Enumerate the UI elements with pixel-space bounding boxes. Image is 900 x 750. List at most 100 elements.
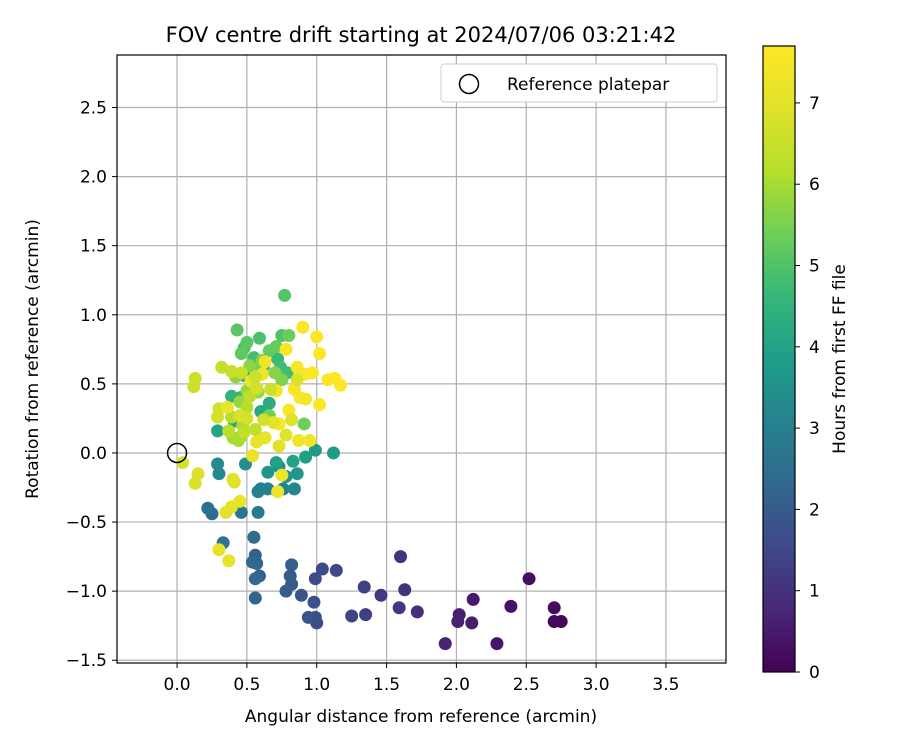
data-point: [222, 424, 236, 438]
data-point: [248, 370, 262, 384]
data-point: [294, 588, 308, 602]
data-point: [438, 637, 452, 651]
data-point: [451, 615, 465, 629]
data-point: [299, 450, 313, 464]
reference-platepar-marker: [166, 442, 188, 464]
data-point: [268, 366, 282, 380]
data-point: [233, 494, 247, 508]
data-point: [222, 554, 236, 568]
data-point: [522, 572, 536, 586]
data-point: [279, 584, 293, 598]
data-point: [212, 467, 226, 481]
data-point: [329, 563, 343, 577]
data-point: [307, 595, 321, 609]
data-point: [465, 616, 479, 630]
colorbar-ticks: 0 1 2 3 4 5 6 7: [795, 94, 820, 683]
data-point: [245, 555, 259, 569]
y-tick-label: 0.5: [80, 375, 107, 395]
data-point: [271, 485, 285, 499]
colorbar-tick-label: 1: [809, 582, 820, 602]
x-axis-label: Angular distance from reference (arcmin): [245, 707, 597, 727]
data-point: [303, 434, 317, 448]
colorbar-tick-label: 2: [809, 500, 820, 520]
x-axis-ticks: 0.0 0.5 1.0 1.5 2.0 2.5 3.0 3.5: [164, 663, 679, 695]
x-tick-label: 1.5: [373, 675, 400, 695]
data-points: [176, 288, 568, 651]
y-tick-label: −1.5: [66, 651, 107, 671]
data-point: [220, 400, 234, 414]
data-point: [211, 410, 225, 424]
colorbar-tick-label: 7: [809, 94, 820, 114]
y-tick-label: 0.0: [80, 444, 107, 464]
data-point: [313, 346, 327, 360]
x-tick-label: 1.0: [303, 675, 330, 695]
data-point: [275, 468, 289, 482]
plot-frame: [116, 54, 727, 664]
chart-title: FOV centre drift starting at 2024/07/06 …: [166, 23, 677, 47]
data-point: [211, 457, 225, 471]
data-point: [187, 380, 201, 394]
y-tick-label: 2.0: [80, 168, 107, 188]
data-point: [251, 485, 265, 499]
data-point: [394, 550, 408, 564]
data-point: [251, 505, 265, 519]
colorbar-tick-label: 0: [809, 663, 820, 683]
x-tick-label: 3.5: [652, 675, 679, 695]
data-point: [234, 346, 248, 360]
data-point: [290, 360, 304, 374]
data-point: [212, 543, 226, 557]
data-point: [290, 373, 304, 387]
data-point: [282, 329, 296, 343]
data-point: [247, 530, 261, 544]
data-point: [398, 583, 412, 597]
data-point: [230, 323, 244, 337]
data-point: [225, 364, 239, 378]
data-point: [234, 505, 248, 519]
data-point: [490, 637, 504, 651]
data-point: [315, 562, 329, 576]
data-point: [257, 413, 271, 427]
data-point: [278, 288, 292, 302]
data-point: [345, 609, 359, 623]
data-point: [547, 601, 561, 615]
legend: Reference platepar: [440, 63, 718, 103]
y-axis-label: Rotation from reference (arcmin): [23, 219, 43, 499]
data-point: [266, 416, 280, 430]
data-point: [285, 413, 299, 427]
data-point: [333, 378, 347, 392]
data-point: [297, 417, 311, 431]
data-point: [262, 396, 276, 410]
data-point: [466, 592, 480, 606]
data-point: [248, 591, 262, 605]
data-point: [215, 360, 229, 374]
legend-box: [440, 63, 718, 103]
data-point: [313, 398, 327, 412]
data-point: [392, 601, 406, 615]
data-point: [240, 335, 254, 349]
data-point: [292, 434, 306, 448]
data-point: [279, 428, 293, 442]
data-point: [201, 501, 215, 515]
colorbar-label: Hours from first FF file: [830, 264, 850, 454]
data-point: [188, 476, 202, 490]
y-tick-label: 1.5: [80, 237, 107, 257]
data-point: [374, 588, 388, 602]
data-point: [327, 446, 341, 460]
reference-point: [166, 442, 188, 464]
data-point: [240, 411, 254, 425]
data-point: [410, 605, 424, 619]
data-point: [359, 608, 373, 622]
data-point: [264, 382, 278, 396]
data-point: [308, 443, 322, 457]
data-point: [237, 425, 251, 439]
y-tick-label: 1.0: [80, 306, 107, 326]
data-point: [290, 467, 304, 481]
data-point: [301, 610, 315, 624]
data-point: [258, 431, 272, 445]
data-point: [269, 340, 283, 354]
data-point: [250, 381, 264, 395]
data-point: [269, 456, 283, 470]
data-point: [357, 580, 371, 594]
data-point: [310, 330, 324, 344]
data-point: [252, 331, 266, 345]
